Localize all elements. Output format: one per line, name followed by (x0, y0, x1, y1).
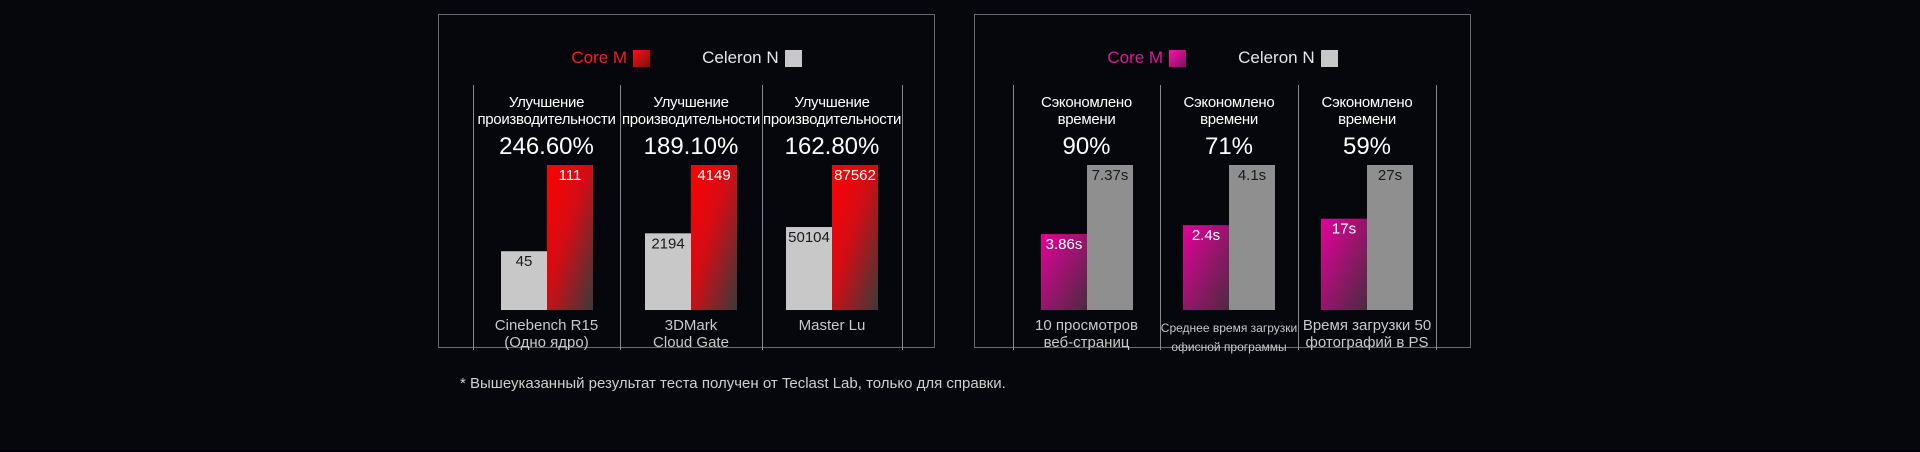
bar-group: Сэкономлено времени 59% 17s 27s Время заг… (1299, 85, 1435, 351)
bar-celeron-n (1087, 165, 1133, 310)
improvement-value: 246.60% (499, 133, 594, 160)
improvement-value: 189.10% (643, 133, 739, 160)
group-divider (473, 85, 474, 350)
footnote: * Вышеуказанный результат теста получен … (460, 375, 1006, 392)
bars-svg: 3.86s 7.37s (1041, 165, 1133, 310)
metric-label: Улучшение производительности (477, 94, 616, 128)
bars-svg: 45 111 (501, 165, 593, 310)
group-divider (1160, 85, 1161, 350)
improvement-value: 162.80% (784, 133, 880, 160)
metric-label: Сэкономлено времени (1321, 94, 1413, 128)
category-label: Среднее время загрузки офисной программы (1160, 321, 1298, 354)
metric-label: Сэкономлено времени (1183, 94, 1275, 128)
legend-swatch-celeron-n (1320, 49, 1338, 67)
bars-svg: 2.4s 4.1s (1183, 165, 1275, 310)
category-label: 3DMark Cloud Gate (653, 317, 729, 351)
bar-group: Улучшение производительности 162.80% 501… (763, 85, 901, 350)
bar-label-celeron-n: 4.1s (1238, 167, 1266, 184)
improvement-value: 90% (1062, 133, 1111, 160)
legend-item-celeron-n: Celeron N (1238, 48, 1338, 68)
group-divider (1013, 85, 1014, 350)
bar-label-celeron-n: 2194 (651, 235, 684, 252)
bar-core-m (1321, 218, 1367, 310)
legend-swatch-core-m (1169, 49, 1187, 67)
legend-item-core-m: Core M (571, 48, 651, 68)
bar-celeron-n (1229, 165, 1275, 310)
group-divider (1436, 85, 1437, 350)
group-divider (1298, 85, 1299, 350)
bar-label-core-m: 17s (1332, 221, 1356, 238)
bar-label-celeron-n: 7.37s (1092, 167, 1129, 184)
bars-svg: 50104 87562 (786, 165, 878, 310)
category-label: Master Lu (798, 317, 866, 334)
bar-celeron-n (645, 233, 691, 310)
bars-svg: 17s 27s (1321, 165, 1413, 310)
bar-core-m (832, 165, 878, 310)
bar-label-core-m: 2.4s (1192, 227, 1220, 244)
legend: Core M Celeron N (975, 47, 1470, 69)
legend-swatch-celeron-n (784, 49, 802, 67)
bar-label-celeron-n: 50104 (788, 229, 830, 246)
time-saved-panel: Core M Celeron N Сэкономлено времени 90%… (974, 14, 1471, 354)
group-divider (762, 85, 763, 350)
legend-swatch-core-m (633, 49, 651, 67)
bar-label-core-m: 87562 (834, 167, 876, 184)
legend-label-core-m: Core M (571, 48, 628, 67)
improvement-value: 71% (1204, 133, 1254, 160)
legend-item-core-m: Core M (1107, 48, 1187, 68)
bar-group: Улучшение производительности 246.60% 45 1… (474, 85, 619, 351)
bar-label-core-m: 4149 (697, 167, 730, 184)
metric-label: Улучшение производительности (621, 94, 761, 128)
category-label: 10 просмотров веб-страниц (1034, 317, 1138, 351)
legend-item-celeron-n: Celeron N (702, 48, 802, 68)
bar-group: Сэкономлено времени 71% 2.4s 4.1s Среднее… (1161, 85, 1297, 354)
metric-label: Улучшение производительности (763, 94, 902, 128)
bar-celeron-n (786, 227, 832, 310)
bar-label-core-m: 111 (559, 167, 582, 184)
bars-svg: 2194 4149 (645, 165, 737, 310)
category-label: Cinebench R15 (Одно ядро) (494, 317, 599, 351)
bar-celeron-n (1367, 165, 1413, 310)
legend-label-celeron-n: Celeron N (1238, 48, 1315, 67)
bar-core-m (1041, 234, 1087, 310)
bar-label-core-m: 3.86s (1046, 236, 1083, 253)
group-divider (620, 85, 621, 350)
legend-label-core-m: Core M (1107, 48, 1164, 67)
bar-celeron-n (501, 251, 547, 310)
category-label: Время загрузки 50 фотографий в PS (1302, 317, 1432, 351)
legend-label-celeron-n: Celeron N (702, 48, 779, 67)
group-divider (902, 85, 903, 350)
bar-core-m (691, 165, 737, 310)
bar-core-m (547, 165, 593, 310)
bar-group: Сэкономлено времени 90% 3.86s 7.37s 10 пр… (1014, 85, 1159, 351)
bar-core-m (1183, 225, 1229, 310)
improvement-value: 59% (1342, 133, 1392, 160)
legend: Core M Celeron N (439, 47, 934, 69)
bar-label-celeron-n: 27s (1378, 167, 1402, 184)
bar-group: Улучшение производительности 189.10% 219… (621, 85, 761, 351)
bar-label-celeron-n: 45 (516, 253, 533, 270)
performance-panel: Core M Celeron N Улучшение производитель… (438, 14, 935, 351)
metric-label: Сэкономлено времени (1041, 94, 1132, 128)
